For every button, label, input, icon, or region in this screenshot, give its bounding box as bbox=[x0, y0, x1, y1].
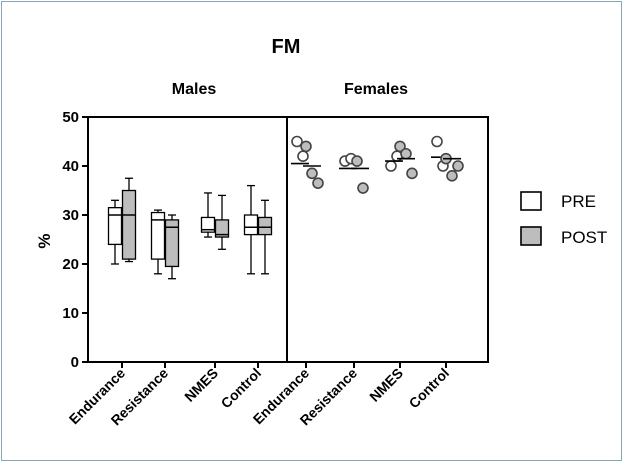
legend-label-pre: PRE bbox=[561, 192, 596, 211]
legend: PRE POST bbox=[520, 191, 607, 247]
point-pre bbox=[385, 160, 397, 172]
y-tick-label: 0 bbox=[71, 354, 79, 371]
legend-label-post: POST bbox=[561, 228, 607, 247]
point-post bbox=[357, 182, 369, 194]
x-tick-label: NMES bbox=[181, 365, 221, 405]
y-tick-label: 10 bbox=[62, 305, 79, 322]
point-post bbox=[394, 140, 406, 153]
box-body bbox=[150, 211, 166, 260]
y-tick-label: 40 bbox=[62, 158, 79, 175]
box-pre-resistance bbox=[150, 209, 166, 275]
box-body bbox=[243, 214, 259, 236]
legend-swatch-post bbox=[520, 226, 542, 246]
box-post-control bbox=[257, 199, 273, 275]
female-points bbox=[291, 135, 464, 194]
box-body bbox=[200, 216, 216, 233]
box-post-nmes bbox=[214, 194, 230, 250]
y-tick-label: 50 bbox=[62, 109, 79, 126]
y-tick-label: 20 bbox=[62, 256, 79, 273]
y-ticks: 0 10 20 30 40 50 bbox=[62, 109, 88, 371]
box-body bbox=[257, 216, 273, 236]
chart-title: FM bbox=[272, 36, 301, 58]
x-tick-label: Control bbox=[406, 365, 453, 412]
box-body bbox=[164, 219, 180, 268]
point-post bbox=[446, 170, 458, 182]
box-body bbox=[107, 206, 123, 246]
x-tick-label: NMES bbox=[366, 365, 406, 405]
male-boxes bbox=[107, 177, 273, 280]
box-pre-control bbox=[243, 184, 259, 275]
box-body bbox=[121, 189, 137, 260]
point-post bbox=[400, 147, 412, 160]
point-post bbox=[300, 140, 312, 153]
point-pre bbox=[291, 135, 303, 148]
point-post bbox=[351, 155, 363, 167]
panel-label-females: Females bbox=[344, 81, 408, 98]
point-post bbox=[306, 167, 318, 180]
point-post bbox=[452, 160, 464, 172]
y-tick-label: 30 bbox=[62, 207, 79, 224]
box-post-resistance bbox=[164, 214, 180, 280]
point-post bbox=[406, 167, 418, 180]
legend-swatch-pre bbox=[520, 191, 542, 211]
x-tick-label: Control bbox=[218, 365, 265, 412]
box-pre-endurance bbox=[107, 199, 123, 265]
y-axis-label: % bbox=[35, 233, 54, 248]
point-pre bbox=[431, 135, 443, 148]
box-pre-nmes bbox=[200, 192, 216, 238]
panel-label-males: Males bbox=[172, 81, 217, 98]
box-body bbox=[214, 219, 230, 238]
axes bbox=[87, 116, 489, 363]
point-pre bbox=[297, 150, 309, 162]
box-post-endurance bbox=[121, 177, 137, 263]
point-post bbox=[312, 177, 324, 189]
